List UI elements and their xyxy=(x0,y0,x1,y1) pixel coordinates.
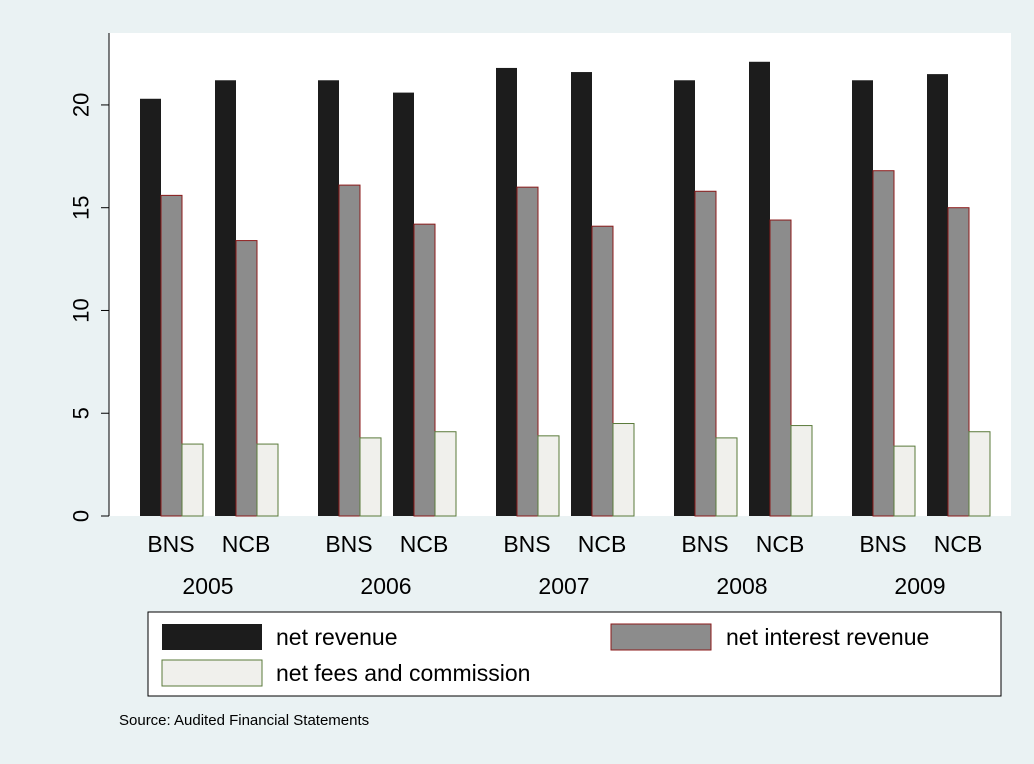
bar-net-interest-revenue xyxy=(235,240,258,517)
source-note: Source: Audited Financial Statements xyxy=(119,712,369,729)
x-group-label: 2007 xyxy=(538,573,589,599)
bar-net-fees-and-commission xyxy=(359,437,382,517)
y-tick-label: 10 xyxy=(69,298,94,322)
bar-net-revenue xyxy=(496,67,517,516)
bar-net-fees-and-commission xyxy=(612,423,635,517)
bar-net-revenue xyxy=(215,80,236,516)
bar-net-fees-and-commission xyxy=(256,443,279,517)
bar-net-fees-and-commission xyxy=(181,443,204,517)
bar-net-interest-revenue xyxy=(338,184,361,517)
legend-label: net interest revenue xyxy=(726,624,929,650)
x-category-label: BNS xyxy=(681,531,728,557)
bar-net-revenue xyxy=(927,74,948,516)
bar-net-revenue xyxy=(674,80,695,516)
x-category-label: NCB xyxy=(756,531,805,557)
bar-net-revenue xyxy=(140,98,161,517)
legend-label: net fees and commission xyxy=(276,660,530,686)
x-group-label: 2006 xyxy=(360,573,411,599)
x-category-label: BNS xyxy=(859,531,906,557)
bar-net-interest-revenue xyxy=(769,219,792,517)
x-category-label: BNS xyxy=(147,531,194,557)
bar-net-revenue xyxy=(571,72,592,517)
bar-net-fees-and-commission xyxy=(968,431,991,517)
bar-net-revenue xyxy=(749,61,770,516)
bar-net-interest-revenue xyxy=(413,223,436,517)
y-tick-label: 15 xyxy=(69,195,94,219)
x-category-label: BNS xyxy=(503,531,550,557)
bar-net-fees-and-commission xyxy=(434,431,457,517)
legend-swatch xyxy=(161,659,263,687)
legend-label: net revenue xyxy=(276,624,397,650)
bar-net-fees-and-commission xyxy=(790,425,813,517)
bar-net-revenue xyxy=(318,80,339,516)
y-tick-label: 20 xyxy=(69,93,94,117)
y-axis: 0 5 10 15 20 xyxy=(69,33,110,522)
bar-net-interest-revenue xyxy=(947,207,970,517)
legend-swatch xyxy=(162,624,262,650)
x-group-label: 2009 xyxy=(894,573,945,599)
legend-box xyxy=(147,611,1002,697)
x-category-label: NCB xyxy=(934,531,983,557)
x-category-label: BNS xyxy=(325,531,372,557)
legend-swatch xyxy=(610,623,712,651)
x-group-label: 2005 xyxy=(182,573,233,599)
bar-net-interest-revenue xyxy=(160,194,183,517)
x-group-label: 2008 xyxy=(716,573,767,599)
legend: net revenue net interest revenue net fees … xyxy=(147,611,1002,697)
bar-net-fees-and-commission xyxy=(715,437,738,517)
bar-net-interest-revenue xyxy=(591,225,614,517)
x-axis-labels: BNS NCB 2005 BNS NCB 2006 BNS NCB 2007 BNS NCB 2008… xyxy=(147,531,982,599)
bar-net-interest-revenue xyxy=(694,190,717,517)
bar-net-interest-revenue xyxy=(516,186,539,517)
bar-net-interest-revenue xyxy=(872,170,895,517)
bars-layer xyxy=(140,61,991,517)
y-tick-label: 5 xyxy=(69,407,94,419)
bar-net-fees-and-commission xyxy=(893,445,916,517)
bar-net-revenue xyxy=(852,80,873,516)
y-tick-label: 0 xyxy=(69,510,94,522)
x-category-label: NCB xyxy=(222,531,271,557)
x-category-label: NCB xyxy=(400,531,449,557)
bar-net-revenue xyxy=(393,92,414,517)
bar-net-fees-and-commission xyxy=(537,435,560,517)
x-category-label: NCB xyxy=(578,531,627,557)
